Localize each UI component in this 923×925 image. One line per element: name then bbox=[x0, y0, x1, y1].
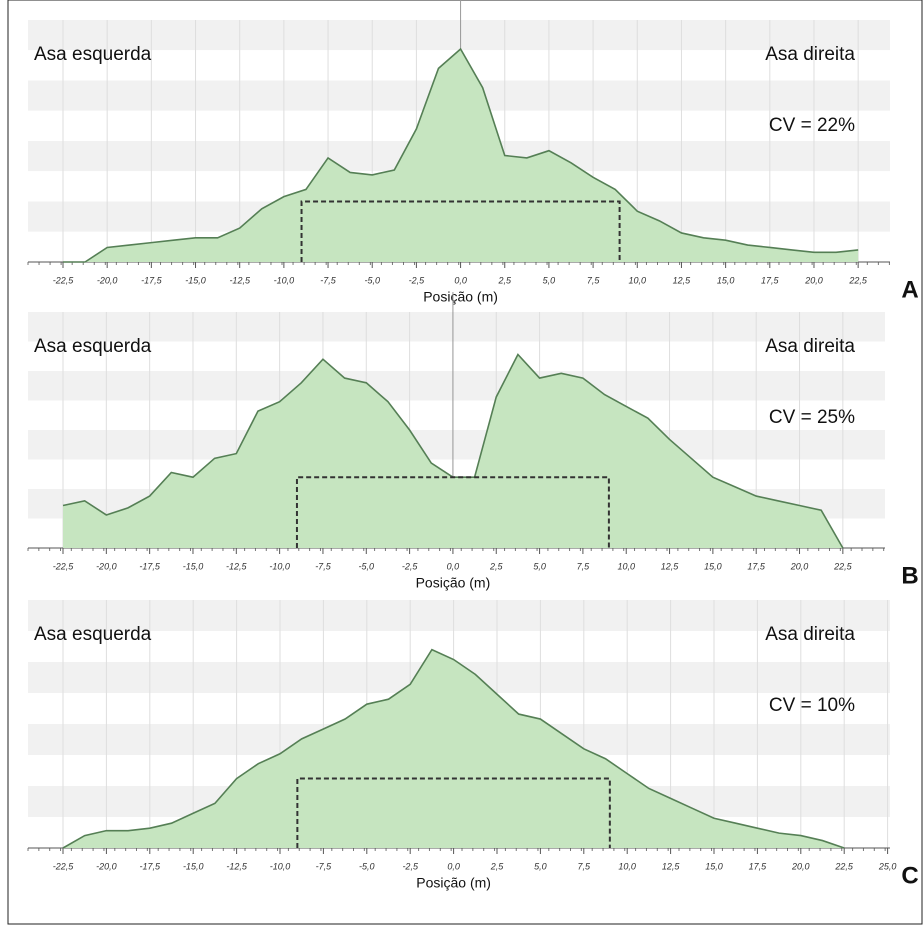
annotation: CV = 25% bbox=[769, 407, 855, 428]
annotation: Asa esquerda bbox=[34, 624, 152, 645]
annotation: Asa esquerda bbox=[34, 44, 152, 65]
x-tick-label: -2,5 bbox=[402, 861, 419, 871]
x-tick-label: -12,5 bbox=[226, 861, 248, 871]
x-axis-label: Posição (m) bbox=[416, 575, 491, 591]
x-tick-label: -7,5 bbox=[320, 275, 337, 285]
annotation: Asa direita bbox=[765, 624, 855, 645]
band bbox=[28, 400, 885, 430]
x-tick-label: -7,5 bbox=[315, 561, 332, 571]
area bbox=[63, 649, 845, 848]
x-tick-label: 17,5 bbox=[747, 561, 766, 571]
area-line bbox=[63, 47, 859, 263]
panel-label: C bbox=[901, 862, 918, 889]
x-tick-label: -22,5 bbox=[53, 861, 75, 871]
x-tick-label: 5,0 bbox=[543, 275, 556, 285]
x-tick-label: -10,0 bbox=[269, 561, 290, 571]
x-tick-label: 2,5 bbox=[490, 861, 505, 871]
x-tick-label: -5,0 bbox=[359, 861, 375, 871]
swath bbox=[295, 476, 610, 548]
x-tick-label: 25,0 bbox=[878, 861, 897, 871]
x-axis-label: Posição (m) bbox=[416, 875, 491, 891]
frame bbox=[7, 0, 923, 925]
x-tick-label: 2,5 bbox=[489, 561, 504, 571]
panel-label: A bbox=[901, 276, 918, 303]
band bbox=[28, 600, 890, 631]
x-tick-label: 17,5 bbox=[749, 861, 768, 871]
x-tick-label: -17,5 bbox=[139, 561, 161, 571]
x-tick-label: 5,0 bbox=[534, 861, 547, 871]
x-tick-label: -17,5 bbox=[140, 861, 162, 871]
x-tick-label: -7,5 bbox=[316, 861, 333, 871]
band bbox=[28, 430, 885, 460]
x-tick-label: -5,0 bbox=[359, 561, 375, 571]
band bbox=[28, 20, 890, 51]
x-tick-label: 7,5 bbox=[587, 275, 601, 285]
x-tick-label: 15,0 bbox=[705, 861, 723, 871]
x-tick-label: 20,0 bbox=[791, 861, 810, 871]
x-tick-label: 12,5 bbox=[673, 275, 692, 285]
x-tick-label: -12,5 bbox=[226, 561, 248, 571]
area bbox=[63, 354, 843, 548]
x-tick-label: -15,0 bbox=[183, 561, 204, 571]
x-tick-label: -15,0 bbox=[185, 275, 206, 285]
swath bbox=[300, 200, 621, 262]
x-tick-label: -22,5 bbox=[53, 561, 75, 571]
x-tick-label: -12,5 bbox=[229, 275, 251, 285]
x-tick-label: -20,0 bbox=[96, 561, 117, 571]
x-tick-label: -2,5 bbox=[402, 561, 419, 571]
swath bbox=[296, 777, 611, 848]
x-tick-label: 17,5 bbox=[761, 275, 780, 285]
x-tick-label: 10,0 bbox=[618, 861, 636, 871]
x-tick-label: -10,0 bbox=[274, 275, 295, 285]
x-tick-label: -10,0 bbox=[270, 861, 291, 871]
x-tick-label: 0,0 bbox=[447, 861, 460, 871]
x-tick-label: -5,0 bbox=[364, 275, 380, 285]
x-tick-label: 12,5 bbox=[662, 861, 681, 871]
annotation: CV = 22% bbox=[769, 115, 855, 136]
x-tick-label: 0,0 bbox=[454, 275, 467, 285]
x-tick-label: 7,5 bbox=[577, 561, 591, 571]
x-tick-label: -22,5 bbox=[53, 275, 75, 285]
x-tick-label: 22,5 bbox=[833, 561, 853, 571]
annotation: Asa esquerda bbox=[34, 336, 152, 357]
x-tick-label: 10,0 bbox=[617, 561, 635, 571]
x-tick-label: -17,5 bbox=[141, 275, 163, 285]
x-tick-label: 20,0 bbox=[804, 275, 823, 285]
x-tick-label: 10,0 bbox=[629, 275, 647, 285]
x-tick-label: -2,5 bbox=[409, 275, 426, 285]
annotation: Asa direita bbox=[765, 336, 855, 357]
band bbox=[28, 371, 885, 401]
annotation: CV = 10% bbox=[769, 695, 855, 716]
x-tick-label: 12,5 bbox=[661, 561, 680, 571]
x-tick-label: -20,0 bbox=[96, 861, 117, 871]
band bbox=[28, 341, 885, 371]
x-tick-label: 2,5 bbox=[497, 275, 512, 285]
x-tick-label: -15,0 bbox=[183, 861, 204, 871]
area-line bbox=[62, 648, 845, 849]
x-axis-label: Posição (m) bbox=[423, 289, 498, 305]
x-tick-label: 5,0 bbox=[533, 561, 546, 571]
x-tick-label: 15,0 bbox=[704, 561, 722, 571]
x-tick-label: 0,0 bbox=[447, 561, 460, 571]
band bbox=[28, 631, 890, 662]
annotation: Asa direita bbox=[765, 44, 855, 65]
x-tick-label: 15,0 bbox=[717, 275, 735, 285]
band bbox=[28, 312, 885, 342]
x-tick-label: -20,0 bbox=[97, 275, 118, 285]
panel-label: B bbox=[901, 562, 918, 589]
x-tick-label: 7,5 bbox=[578, 861, 592, 871]
x-tick-label: 22,5 bbox=[834, 861, 854, 871]
x-tick-label: 20,0 bbox=[790, 561, 809, 571]
x-tick-label: 22,5 bbox=[848, 275, 868, 285]
